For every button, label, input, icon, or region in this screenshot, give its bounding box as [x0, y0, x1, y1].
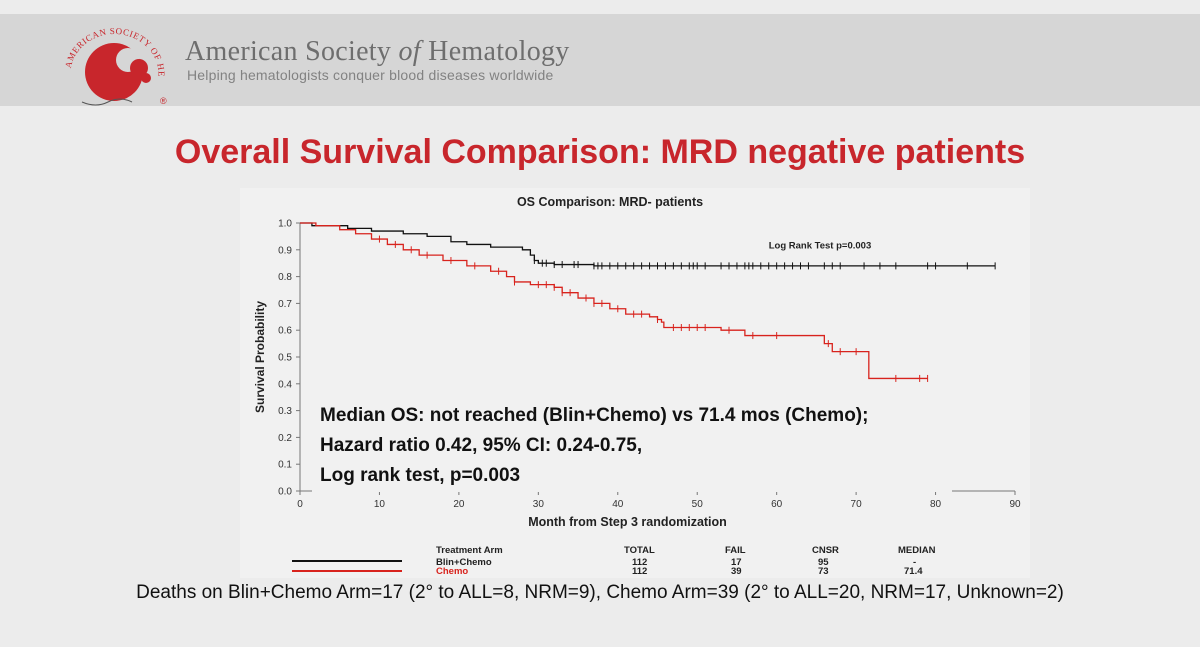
y-tick-label: 1.0 [278, 219, 292, 230]
risk-row-total: 112 [632, 566, 648, 577]
slide-title: Overall Survival Comparison: MRD negativ… [174, 133, 1026, 171]
km-chart: OS Comparison: MRD- patients Survival Pr… [253, 195, 1021, 529]
x-tick-label: 90 [1009, 499, 1021, 510]
risk-row-fail: 39 [731, 566, 742, 577]
x-tick-label: 40 [612, 499, 624, 510]
chart-title: OS Comparison: MRD- patients [517, 195, 703, 209]
y-tick-label: 0.4 [278, 379, 292, 390]
ash-logo-icon: AMERICAN SOCIETY OF HEMATOLOGY ® [56, 20, 167, 106]
log-rank-line: Log rank test, p=0.003 [320, 465, 521, 486]
logo-registered-mark: ® [160, 96, 167, 106]
chart-ylabel: Survival Probability [253, 301, 267, 413]
risk-row-fail: 17 [731, 557, 742, 568]
plot-panel [240, 188, 1030, 578]
legend-line-chemo [292, 570, 402, 572]
legend-line-blin [292, 560, 402, 562]
risk-row-arm: Chemo [436, 566, 469, 577]
risk-row-total: 112 [632, 557, 648, 568]
org-tagline: Helping hematologists conquer blood dise… [187, 67, 554, 83]
x-tick-label: 0 [297, 499, 303, 510]
x-tick-label: 50 [692, 499, 704, 510]
risk-row-median: 71.4 [904, 566, 923, 577]
risk-header-cnsr: CNSR [812, 545, 839, 556]
y-tick-label: 0.7 [278, 299, 292, 310]
x-tick-label: 10 [374, 499, 386, 510]
y-tick-label: 0.0 [278, 487, 292, 498]
x-tick-label: 80 [930, 499, 942, 510]
y-tick-label: 0.1 [278, 460, 292, 471]
y-tick-label: 0.3 [278, 406, 292, 417]
risk-row-arm: Blin+Chemo [436, 557, 492, 568]
survival-curve-blin-chemo [300, 222, 996, 267]
org-name: American Society of Hematology [185, 36, 570, 67]
y-tick-label: 0.2 [278, 433, 292, 444]
log-rank-annotation: Log Rank Test p=0.003 [769, 240, 872, 251]
header-banner [0, 14, 1200, 106]
median-os-callout [312, 400, 952, 492]
risk-header-arm: Treatment Arm [436, 545, 503, 556]
y-tick-label: 0.6 [278, 326, 292, 337]
chart-xlabel: Month from Step 3 randomization [528, 515, 727, 529]
y-tick-label: 0.8 [278, 272, 292, 283]
x-tick-label: 20 [453, 499, 465, 510]
risk-row-median: - [913, 557, 917, 568]
risk-row-cnsr: 95 [818, 557, 829, 568]
risk-header-total: TOTAL [624, 545, 655, 556]
y-tick-label: 0.5 [278, 353, 292, 364]
risk-header-median: MEDIAN [898, 545, 936, 556]
x-tick-label: 60 [771, 499, 783, 510]
x-tick-label: 30 [533, 499, 545, 510]
median-os-line: Median OS: not reached (Blin+Chemo) vs 7… [320, 405, 869, 426]
x-tick-label: 70 [851, 499, 863, 510]
y-tick-label: 0.9 [278, 245, 292, 256]
deaths-footnote: Deaths on Blin+Chemo Arm=17 (2° to ALL=8… [136, 582, 1064, 603]
risk-row-cnsr: 73 [818, 566, 829, 577]
risk-header-fail: FAIL [725, 545, 746, 556]
hazard-ratio-line: Hazard ratio 0.42, 95% CI: 0.24-0.75, [320, 435, 643, 456]
